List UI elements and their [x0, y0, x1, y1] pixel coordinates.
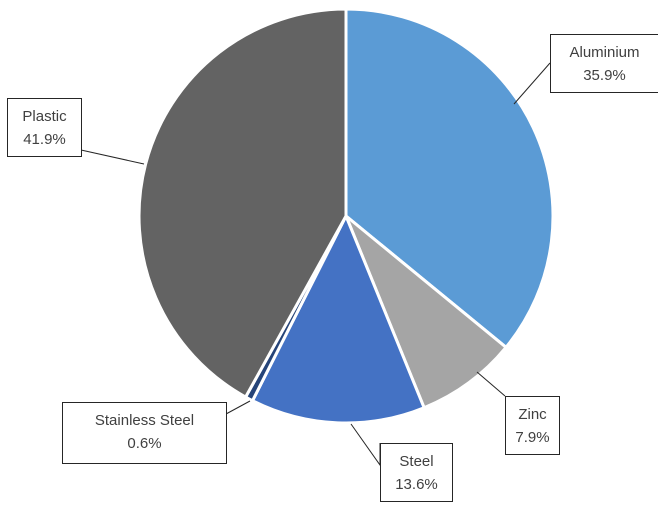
- data-label-percent: 41.9%: [23, 131, 66, 148]
- data-label-category: Zinc: [518, 406, 547, 423]
- leader-line-stainless-steel: [226, 401, 250, 414]
- data-label-category: Aluminium: [569, 44, 639, 61]
- leader-line-aluminium: [514, 63, 550, 104]
- data-label-category: Plastic: [22, 108, 67, 125]
- data-label-category: Steel: [399, 453, 433, 470]
- data-label-stainless-steel: Stainless Steel 0.6%: [63, 403, 227, 464]
- data-label-category: Stainless Steel: [95, 412, 194, 429]
- leader-line-plastic: [81, 150, 144, 164]
- slices-layer: [139, 9, 553, 423]
- data-label-aluminium: Aluminium 35.9%: [551, 35, 658, 93]
- leader-line-steel: [351, 424, 380, 465]
- data-label-percent: 35.9%: [583, 67, 626, 84]
- data-label-plastic: Plastic 41.9%: [8, 99, 82, 157]
- leader-line-zinc: [477, 372, 505, 396]
- data-label-percent: 13.6%: [395, 476, 438, 493]
- data-label-percent: 0.6%: [127, 435, 161, 452]
- data-label-steel: Steel 13.6%: [381, 444, 453, 502]
- data-label-zinc: Zinc 7.9%: [506, 397, 560, 455]
- data-label-percent: 7.9%: [515, 429, 549, 446]
